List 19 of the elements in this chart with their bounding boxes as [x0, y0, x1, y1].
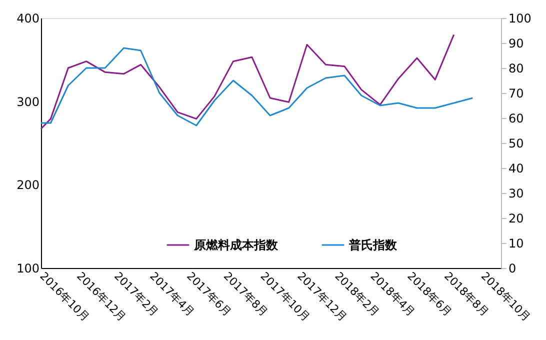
- legend-label: 原燃料成本指数: [193, 238, 279, 252]
- y-tick-label: 300: [16, 94, 40, 109]
- y2-tick-label: 20: [508, 212, 524, 226]
- y2-tick-label: 10: [508, 236, 524, 250]
- line-series: [40, 34, 455, 130]
- line-series: [40, 47, 474, 126]
- y2-tick-label: 0: [508, 262, 516, 276]
- y2-tick-label: 50: [508, 136, 524, 150]
- y-tick-label: 400: [16, 12, 40, 26]
- y-tick-label: 200: [16, 178, 40, 192]
- y2-tick-label: 100: [508, 12, 532, 26]
- y2-tick-label: 80: [508, 62, 524, 76]
- y2-tick-label: 60: [508, 112, 524, 126]
- legend-label: 普氏指数: [348, 238, 398, 252]
- y2-tick-label: 70: [508, 86, 524, 100]
- y-tick-label: 100: [16, 262, 40, 276]
- y2-tick-label: 40: [508, 162, 524, 176]
- y2-tick-label: 90: [508, 36, 524, 50]
- y2-tick-label: 30: [508, 186, 524, 200]
